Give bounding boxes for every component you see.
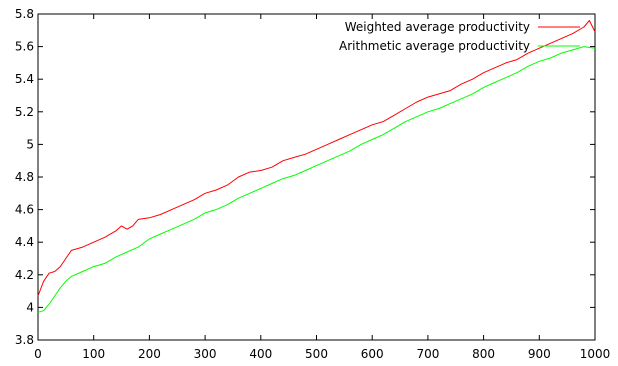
y-axis: 3.8 4 4.2 4.4 4.6 4.8 5 5.2 5.4 5.6 5.8 — [15, 7, 595, 347]
x-tick-label: 100 — [82, 347, 105, 361]
x-tick-label: 0 — [34, 347, 42, 361]
legend-label-arithmetic: Arithmetic average productivity — [339, 39, 530, 53]
x-tick-label: 300 — [194, 347, 217, 361]
series-lines — [37, 20, 596, 313]
legend-label-weighted: Weighted average productivity — [345, 20, 530, 34]
x-tick-label: 1000 — [580, 347, 611, 361]
x-tick-label: 200 — [138, 347, 161, 361]
y-tick-label: 4.8 — [15, 170, 34, 184]
y-tick-label: 4 — [26, 300, 34, 314]
y-tick-label: 5.4 — [15, 72, 34, 86]
x-tick-label: 700 — [416, 347, 439, 361]
x-tick-label: 900 — [528, 347, 551, 361]
plot-frame — [37, 13, 596, 341]
y-tick-label: 4.4 — [15, 235, 34, 249]
legend: Weighted average productivity Arithmetic… — [339, 20, 580, 53]
x-axis: 0 100 200 300 400 500 600 700 800 900 1000 — [34, 14, 610, 361]
x-tick-label: 600 — [361, 347, 384, 361]
series-line-arithmetic — [37, 46, 596, 313]
x-tick-label: 500 — [305, 347, 328, 361]
series-line-weighted — [37, 20, 596, 297]
y-tick-label: 5.6 — [15, 40, 34, 54]
x-tick-label: 400 — [249, 347, 272, 361]
y-tick-label: 5.2 — [15, 105, 34, 119]
y-tick-label: 5 — [26, 137, 34, 151]
y-tick-label: 5.8 — [15, 7, 34, 21]
x-tick-label: 800 — [472, 347, 495, 361]
y-tick-label: 4.6 — [15, 203, 34, 217]
y-tick-label: 4.2 — [15, 268, 34, 282]
y-tick-label: 3.8 — [15, 333, 34, 347]
